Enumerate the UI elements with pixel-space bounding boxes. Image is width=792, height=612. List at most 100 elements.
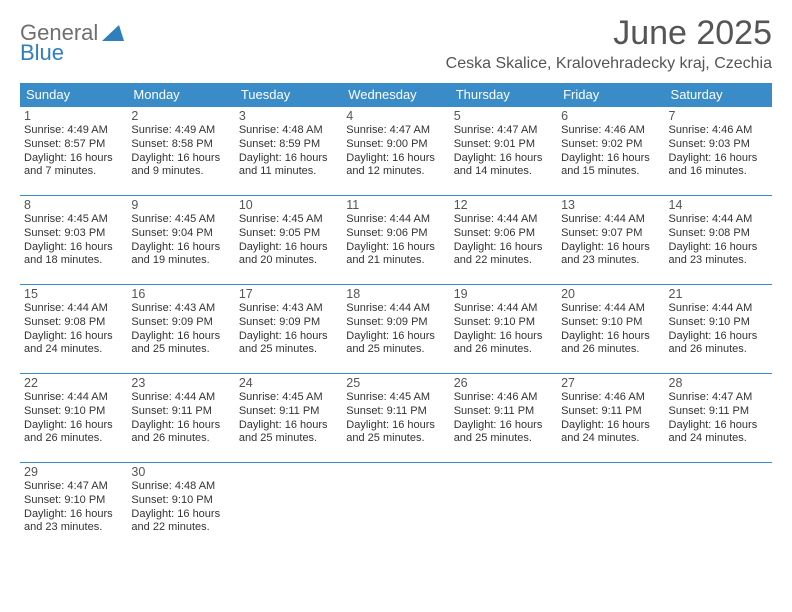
daylight-line-a: Daylight: 16 hours — [454, 419, 553, 433]
sunrise-line: Sunrise: 4:46 AM — [561, 391, 660, 405]
calendar-day-cell: 28Sunrise: 4:47 AMSunset: 9:11 PMDayligh… — [665, 374, 772, 463]
calendar-day-cell: 9Sunrise: 4:45 AMSunset: 9:04 PMDaylight… — [127, 196, 234, 285]
daylight-line-b: and 24 minutes. — [24, 343, 123, 357]
sunset-line: Sunset: 9:11 PM — [669, 405, 768, 419]
daylight-line-a: Daylight: 16 hours — [131, 330, 230, 344]
daylight-line-a: Daylight: 16 hours — [239, 152, 338, 166]
daylight-line-b: and 24 minutes. — [669, 432, 768, 446]
day-number: 20 — [561, 287, 660, 301]
sunrise-line: Sunrise: 4:47 AM — [454, 124, 553, 138]
sunset-line: Sunset: 9:11 PM — [239, 405, 338, 419]
sunset-line: Sunset: 9:01 PM — [454, 138, 553, 152]
daylight-line-a: Daylight: 16 hours — [669, 419, 768, 433]
sunset-line: Sunset: 9:05 PM — [239, 227, 338, 241]
calendar-empty-cell — [557, 463, 664, 552]
sunrise-line: Sunrise: 4:48 AM — [131, 480, 230, 494]
daylight-line-b: and 22 minutes. — [131, 521, 230, 535]
sunset-line: Sunset: 9:11 PM — [561, 405, 660, 419]
daylight-line-a: Daylight: 16 hours — [346, 330, 445, 344]
day-number: 9 — [131, 198, 230, 212]
daylight-line-a: Daylight: 16 hours — [131, 241, 230, 255]
sunrise-line: Sunrise: 4:45 AM — [24, 213, 123, 227]
dayhead-fri: Friday — [557, 83, 664, 107]
daylight-line-b: and 21 minutes. — [346, 254, 445, 268]
sunrise-line: Sunrise: 4:45 AM — [131, 213, 230, 227]
calendar-day-cell: 8Sunrise: 4:45 AMSunset: 9:03 PMDaylight… — [20, 196, 127, 285]
calendar-week-row: 15Sunrise: 4:44 AMSunset: 9:08 PMDayligh… — [20, 285, 772, 374]
calendar-day-cell: 4Sunrise: 4:47 AMSunset: 9:00 PMDaylight… — [342, 107, 449, 196]
daylight-line-a: Daylight: 16 hours — [239, 241, 338, 255]
calendar-page: General June 2025 Ceska Skalice, Kralove… — [0, 0, 792, 612]
day-number: 30 — [131, 465, 230, 479]
daylight-line-b: and 9 minutes. — [131, 165, 230, 179]
sunrise-line: Sunrise: 4:49 AM — [131, 124, 230, 138]
daylight-line-a: Daylight: 16 hours — [561, 419, 660, 433]
daylight-line-b: and 25 minutes. — [239, 343, 338, 357]
daylight-line-b: and 24 minutes. — [561, 432, 660, 446]
logo-triangle-icon — [102, 25, 124, 41]
sunset-line: Sunset: 9:04 PM — [131, 227, 230, 241]
calendar-day-cell: 11Sunrise: 4:44 AMSunset: 9:06 PMDayligh… — [342, 196, 449, 285]
sunset-line: Sunset: 9:09 PM — [131, 316, 230, 330]
daylight-line-b: and 20 minutes. — [239, 254, 338, 268]
sunrise-line: Sunrise: 4:43 AM — [239, 302, 338, 316]
day-number: 6 — [561, 109, 660, 123]
daylight-line-b: and 22 minutes. — [454, 254, 553, 268]
dayhead-sun: Sunday — [20, 83, 127, 107]
daylight-line-b: and 23 minutes. — [561, 254, 660, 268]
daylight-line-a: Daylight: 16 hours — [669, 152, 768, 166]
calendar-empty-cell — [235, 463, 342, 552]
day-number: 2 — [131, 109, 230, 123]
day-number: 11 — [346, 198, 445, 212]
dayhead-wed: Wednesday — [342, 83, 449, 107]
daylight-line-a: Daylight: 16 hours — [561, 241, 660, 255]
sunrise-line: Sunrise: 4:44 AM — [454, 213, 553, 227]
calendar-week-row: 1Sunrise: 4:49 AMSunset: 8:57 PMDaylight… — [20, 107, 772, 196]
calendar-day-cell: 16Sunrise: 4:43 AMSunset: 9:09 PMDayligh… — [127, 285, 234, 374]
day-number: 24 — [239, 376, 338, 390]
sunrise-line: Sunrise: 4:46 AM — [454, 391, 553, 405]
page-subtitle: Ceska Skalice, Kralovehradecky kraj, Cze… — [446, 55, 772, 73]
sunrise-line: Sunrise: 4:46 AM — [669, 124, 768, 138]
day-number: 3 — [239, 109, 338, 123]
sunset-line: Sunset: 9:06 PM — [346, 227, 445, 241]
day-number: 29 — [24, 465, 123, 479]
sunset-line: Sunset: 9:11 PM — [131, 405, 230, 419]
sunrise-line: Sunrise: 4:47 AM — [669, 391, 768, 405]
daylight-line-a: Daylight: 16 hours — [561, 330, 660, 344]
daylight-line-a: Daylight: 16 hours — [454, 241, 553, 255]
day-number: 16 — [131, 287, 230, 301]
sunrise-line: Sunrise: 4:45 AM — [239, 391, 338, 405]
day-number: 25 — [346, 376, 445, 390]
calendar-day-cell: 23Sunrise: 4:44 AMSunset: 9:11 PMDayligh… — [127, 374, 234, 463]
daylight-line-b: and 15 minutes. — [561, 165, 660, 179]
daylight-line-a: Daylight: 16 hours — [454, 152, 553, 166]
daylight-line-b: and 25 minutes. — [346, 432, 445, 446]
calendar-day-cell: 17Sunrise: 4:43 AMSunset: 9:09 PMDayligh… — [235, 285, 342, 374]
daylight-line-a: Daylight: 16 hours — [346, 241, 445, 255]
sunrise-line: Sunrise: 4:47 AM — [24, 480, 123, 494]
day-number: 4 — [346, 109, 445, 123]
daylight-line-b: and 25 minutes. — [239, 432, 338, 446]
calendar-empty-cell — [665, 463, 772, 552]
calendar-day-cell: 5Sunrise: 4:47 AMSunset: 9:01 PMDaylight… — [450, 107, 557, 196]
brand-name-b-wrapper: Blue — [20, 40, 64, 66]
daylight-line-b: and 14 minutes. — [454, 165, 553, 179]
sunset-line: Sunset: 8:57 PM — [24, 138, 123, 152]
calendar-day-cell: 6Sunrise: 4:46 AMSunset: 9:02 PMDaylight… — [557, 107, 664, 196]
dayhead-sat: Saturday — [665, 83, 772, 107]
sunrise-line: Sunrise: 4:45 AM — [346, 391, 445, 405]
daylight-line-b: and 25 minutes. — [131, 343, 230, 357]
sunset-line: Sunset: 9:07 PM — [561, 227, 660, 241]
day-number: 26 — [454, 376, 553, 390]
daylight-line-a: Daylight: 16 hours — [239, 419, 338, 433]
sunset-line: Sunset: 9:11 PM — [346, 405, 445, 419]
sunset-line: Sunset: 9:02 PM — [561, 138, 660, 152]
sunset-line: Sunset: 9:00 PM — [346, 138, 445, 152]
sunset-line: Sunset: 9:03 PM — [669, 138, 768, 152]
sunrise-line: Sunrise: 4:43 AM — [131, 302, 230, 316]
sunrise-line: Sunrise: 4:44 AM — [24, 302, 123, 316]
day-number: 15 — [24, 287, 123, 301]
daylight-line-b: and 26 minutes. — [131, 432, 230, 446]
day-number: 5 — [454, 109, 553, 123]
